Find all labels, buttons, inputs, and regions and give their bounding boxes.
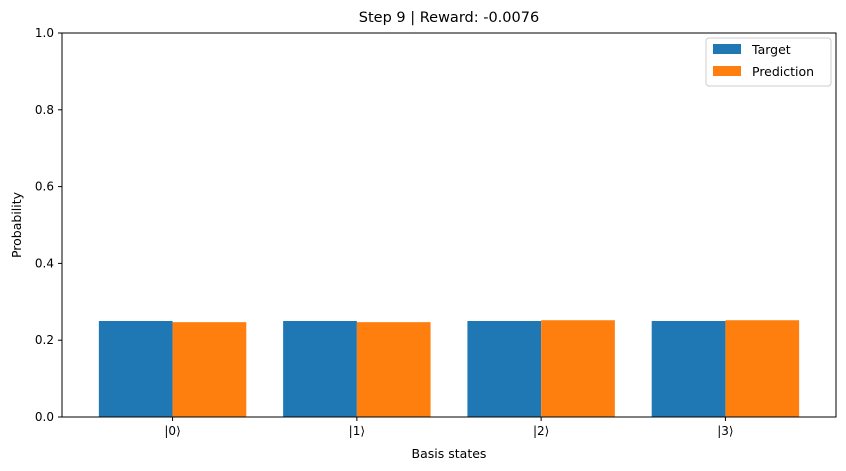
x-tick-label-0: |0⟩ bbox=[164, 424, 180, 438]
y-tick-label-5: 1.0 bbox=[35, 26, 54, 40]
chart-title: Step 9 | Reward: -0.0076 bbox=[359, 10, 539, 26]
y-axis-ticks: 0.0 0.2 0.4 0.6 0.8 1.0 bbox=[35, 26, 62, 424]
bar-target-2 bbox=[467, 321, 542, 417]
bar-prediction-0 bbox=[172, 322, 247, 417]
legend-label-prediction: Prediction bbox=[752, 64, 814, 79]
plot-frame bbox=[61, 32, 837, 418]
y-tick-label-2: 0.4 bbox=[35, 256, 54, 270]
legend: Target Prediction bbox=[705, 37, 832, 87]
x-tick-label-2: |2⟩ bbox=[533, 424, 549, 438]
legend-swatch-prediction bbox=[713, 66, 741, 76]
y-tick-label-3: 0.6 bbox=[35, 180, 54, 194]
y-tick-label-4: 0.8 bbox=[35, 103, 54, 117]
legend-label-target: Target bbox=[751, 42, 791, 57]
bar-target-0 bbox=[98, 321, 173, 417]
x-axis-label: Basis states bbox=[412, 446, 487, 461]
y-tick-label-0: 0.0 bbox=[35, 410, 54, 424]
bar-prediction-2 bbox=[541, 320, 615, 417]
x-tick-label-1: |1⟩ bbox=[349, 424, 365, 438]
x-tick-label-3: |3⟩ bbox=[717, 424, 733, 438]
bar-prediction-3 bbox=[725, 320, 800, 417]
bar-prediction-1 bbox=[356, 322, 431, 417]
bars-group bbox=[98, 320, 800, 417]
y-tick-label-1: 0.2 bbox=[35, 333, 54, 347]
y-axis-label: Probability bbox=[9, 191, 24, 258]
bar-target-3 bbox=[651, 321, 726, 417]
x-axis-ticks: |0⟩ |1⟩ |2⟩ |3⟩ bbox=[164, 417, 734, 438]
legend-swatch-target bbox=[713, 44, 741, 54]
bar-target-1 bbox=[283, 321, 357, 417]
